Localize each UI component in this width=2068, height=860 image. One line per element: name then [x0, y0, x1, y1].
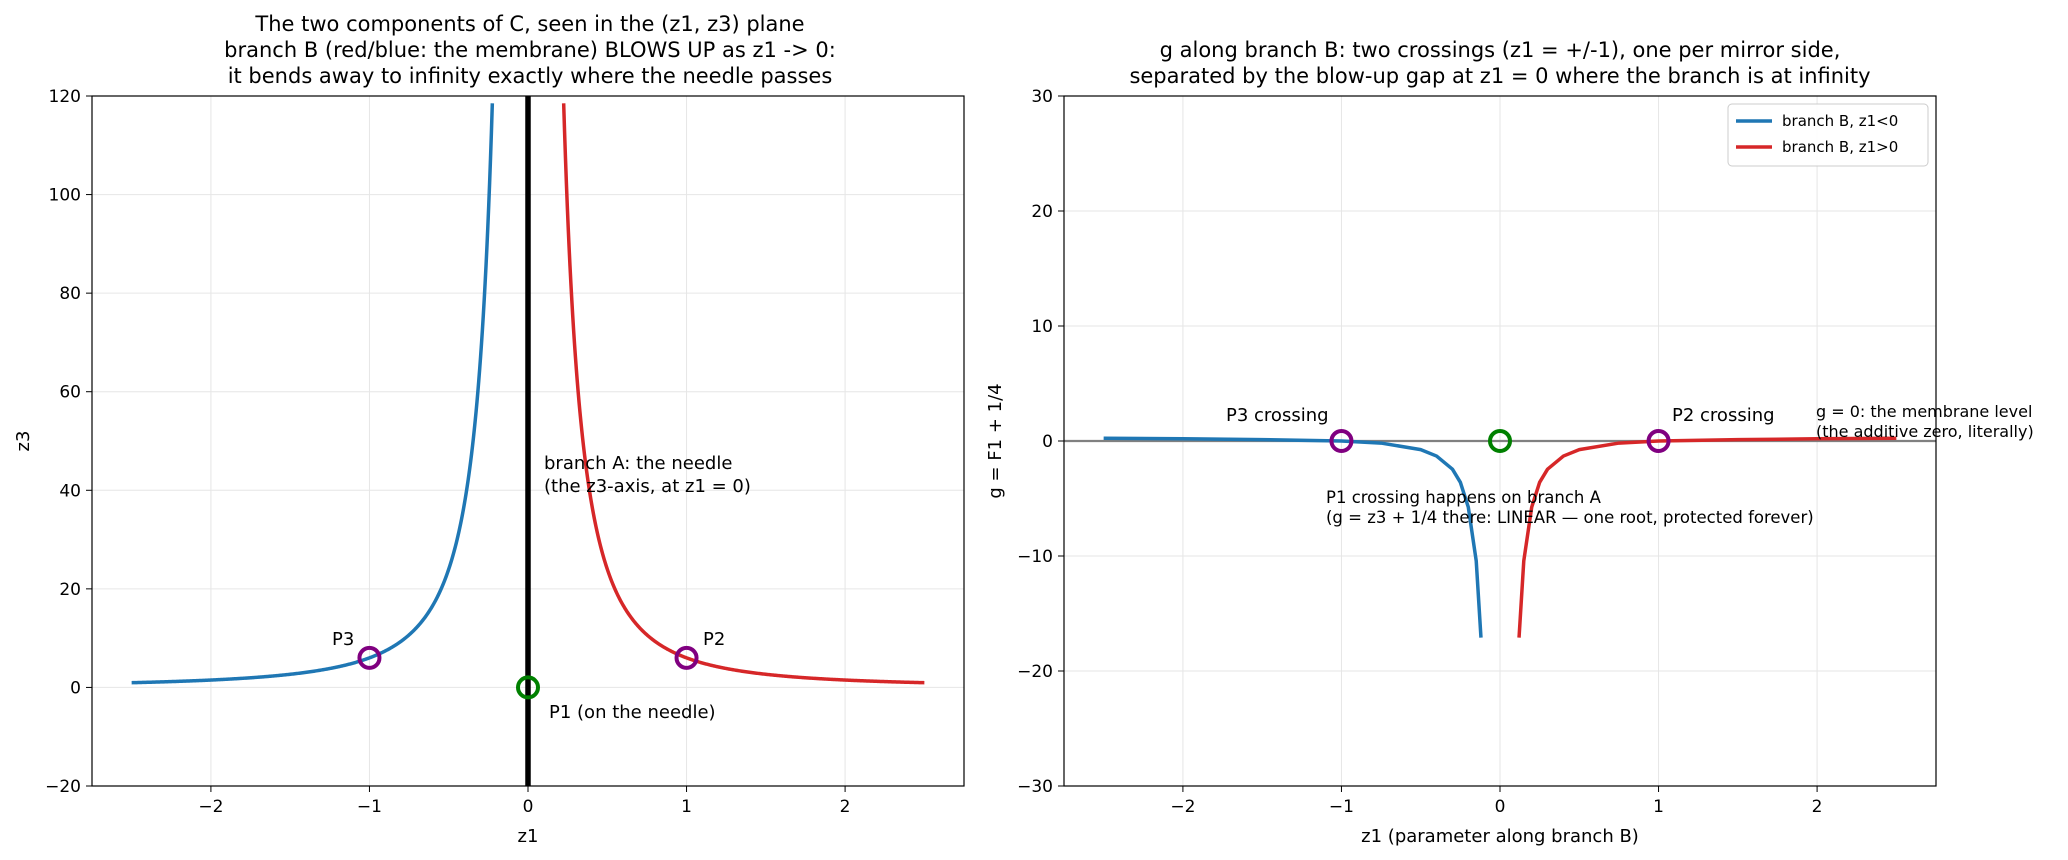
legend-box: [1727, 103, 1929, 167]
membrane-level-note-line-2: (the additive zero, literally): [1816, 422, 2034, 441]
left-title-line-2: branch B (red/blue: the membrane) BLOWS …: [224, 38, 836, 62]
p1-crossing-annotation-line-2: (g = z3 + 1/4 there: LINEAR — one root, …: [1326, 508, 1814, 527]
left-annotations: P3 P2 P1 (on the needle) branch A: the need…: [332, 453, 751, 723]
left-x-tick-label: 1: [681, 797, 692, 817]
p1-crossing-annotation-line-1: P1 crossing happens on branch A: [1326, 488, 1602, 507]
right-y-tick-label: −10: [1017, 547, 1053, 567]
right-plot: g along branch B: two crossings (z1 = +/…: [985, 38, 2034, 847]
marker-p3: [1329, 429, 1354, 453]
legend-label-pos: branch B, z1>0: [1782, 138, 1898, 156]
marker-p3: [357, 645, 382, 670]
marker-p2: [1646, 429, 1671, 453]
marker-p2: [674, 645, 699, 670]
right-legend: branch B, z1<0 branch B, z1>0: [1727, 103, 1929, 167]
left-series-pos: [561, 103, 926, 685]
label-p1: P1 (on the needle): [549, 702, 716, 723]
label-p3: P3: [332, 629, 354, 650]
right-y-tick-label: −30: [1017, 777, 1053, 797]
left-x-tick-label: 2: [840, 797, 851, 817]
left-title-line-1: The two components of C, seen in the (z1…: [254, 12, 804, 36]
right-y-tick-label: 20: [1031, 202, 1053, 222]
legend-label-neg: branch B, z1<0: [1782, 112, 1898, 130]
right-title-line-1: g along branch B: two crossings (z1 = +/…: [1160, 38, 1841, 62]
label-p2-crossing: P2 crossing: [1672, 405, 1775, 426]
left-title-line-3: it bends away to infinity exactly where …: [228, 64, 833, 88]
left-ticks: −2 −1 0 1 2 −20 0 20 40 60 80 100 120: [45, 87, 850, 817]
right-x-tick-label: 0: [1495, 797, 1506, 817]
right-series-branch-b-z1-0: [1103, 436, 1483, 638]
right-y-tick-label: 10: [1031, 317, 1053, 337]
left-y-tick-label: 100: [49, 186, 81, 206]
right-x-tick-label: 2: [1812, 797, 1823, 817]
right-x-tick-label: −2: [1170, 797, 1195, 817]
right-title-line-2: separated by the blow-up gap at z1 = 0 w…: [1129, 64, 1870, 88]
marker-p1: [1488, 429, 1512, 453]
needle-annotation-line-1: branch A: the needle: [544, 453, 732, 474]
left-y-tick-label: 40: [59, 481, 81, 501]
label-p2: P2: [703, 629, 725, 650]
right-y-axis-label: g = F1 + 1/4: [985, 383, 1006, 498]
left-x-tick-label: 0: [523, 797, 534, 817]
right-annotations: P3 crossing P2 crossing P1 crossing happen…: [1226, 402, 2034, 527]
right-y-tick-label: 0: [1042, 432, 1053, 452]
right-y-tick-label: −20: [1017, 662, 1053, 682]
right-x-tick-label: 1: [1653, 797, 1664, 817]
left-y-tick-label: 80: [59, 284, 81, 304]
left-y-tick-label: 120: [49, 87, 81, 107]
left-y-tick-label: −20: [45, 777, 81, 797]
left-series-neg: [130, 103, 495, 685]
right-x-tick-label: −1: [1329, 797, 1354, 817]
membrane-level-note-line-1: g = 0: the membrane level: [1816, 402, 2032, 421]
left-y-tick-label: 20: [59, 580, 81, 600]
left-y-tick-label: 0: [70, 678, 81, 698]
left-plot: The two components of C, seen in the (z1…: [13, 12, 965, 847]
right-y-tick-label: 30: [1031, 87, 1053, 107]
label-p3-crossing: P3 crossing: [1226, 405, 1329, 426]
right-x-axis-label: z1 (parameter along branch B): [1361, 826, 1639, 847]
left-x-tick-label: −1: [357, 797, 382, 817]
right-data-area: [1064, 436, 1936, 638]
right-series-branch-b-z1-0: [1517, 436, 1897, 638]
left-y-tick-label: 60: [59, 383, 81, 403]
left-y-axis-label: z3: [13, 431, 34, 452]
left-data-area: [130, 96, 926, 786]
needle-annotation-line-2: (the z3-axis, at z1 = 0): [544, 476, 751, 497]
left-x-axis-label: z1: [518, 826, 539, 847]
left-x-tick-label: −2: [198, 797, 223, 817]
marker-p1: [516, 675, 540, 700]
